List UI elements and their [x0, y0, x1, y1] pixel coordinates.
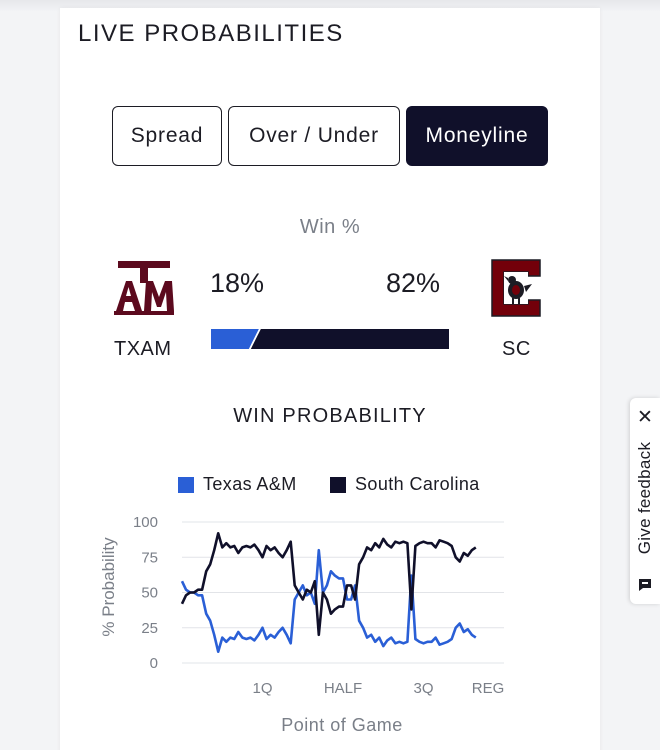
legend-label-texas-am: Texas A&M	[203, 474, 297, 494]
legend-label-south-carolina: South Carolina	[355, 474, 480, 494]
section-title: LIVE PROBABILITIES	[78, 20, 344, 47]
win-pct-bar-home	[250, 329, 449, 349]
legend-item-texas-am[interactable]: Texas A&M	[178, 474, 297, 495]
texas-am-win-pct: 18%	[210, 268, 265, 298]
south-carolina-win-pct: 82%	[386, 268, 441, 298]
win-pct-bar	[211, 329, 449, 349]
tab-spread[interactable]: Spread	[112, 106, 222, 166]
y-tick-label: 25	[141, 620, 158, 637]
y-tick-label: 0	[150, 655, 158, 672]
tab-moneyline[interactable]: Moneyline	[406, 106, 548, 166]
south-carolina-abbr: SC	[502, 338, 531, 360]
chart-y-axis-label: % Probability	[99, 537, 118, 637]
x-tick-label: 3Q	[413, 680, 433, 697]
texas-am-logo-icon	[114, 261, 174, 315]
y-tick-label: 75	[141, 549, 158, 566]
y-tick-label: 50	[141, 585, 158, 602]
tab-over-under[interactable]: Over / Under	[228, 106, 400, 166]
x-tick-label: 1Q	[252, 680, 272, 697]
chart-x-axis-label: Point of Game	[281, 715, 403, 735]
chart-legend: Texas A&M South Carolina	[0, 474, 660, 500]
legend-swatch-texas-am	[178, 476, 194, 493]
feedback-icon	[639, 579, 651, 591]
x-tick-label: REG	[472, 680, 505, 697]
give-feedback-label[interactable]: Give feedback	[635, 441, 654, 555]
win-pct-label: Win %	[299, 216, 361, 238]
series-line-texas-am	[180, 548, 477, 653]
chart-title: WIN PROBABILITY	[233, 405, 427, 427]
y-tick-label: 100	[133, 514, 158, 531]
south-carolina-logo-icon	[491, 259, 541, 317]
series-line-south-carolina	[180, 531, 477, 637]
texas-am-abbr: TXAM	[114, 338, 172, 360]
win-probability-chart: 100 75 50 25 0 1Q HALF 3Q REG % Probability Poi…	[99, 514, 505, 735]
feedback-close-icon[interactable]: ✕	[637, 407, 653, 428]
x-tick-label: HALF	[324, 680, 362, 697]
win-pct-bar-away	[211, 329, 259, 349]
legend-swatch-south-carolina	[330, 476, 346, 493]
give-feedback-tab[interactable]: ✕	[630, 398, 660, 604]
legend-item-south-carolina[interactable]: South Carolina	[330, 474, 480, 495]
